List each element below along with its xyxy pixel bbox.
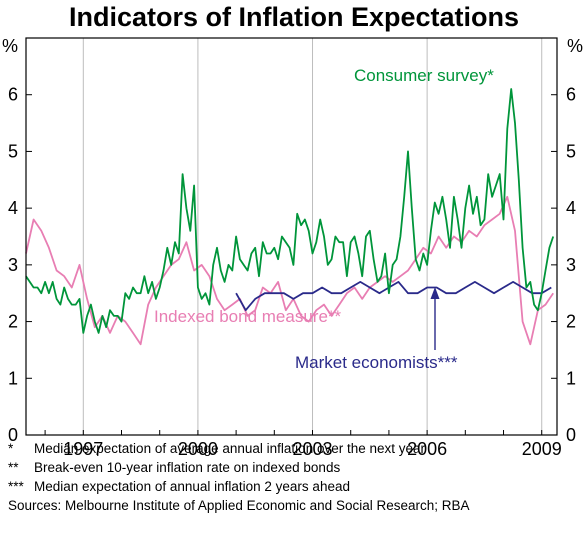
y-tick-label-right: 4 (566, 198, 576, 218)
y-tick-label-right: 1 (566, 368, 576, 388)
chart-title: Indicators of Inflation Expectations (68, 2, 520, 32)
x-tick-label: 2009 (522, 439, 562, 459)
footnote-1: * Median expectation of average annual in… (8, 441, 425, 456)
y-tick-label-left: 4 (8, 198, 18, 218)
y-tick-label-right: 0 (566, 425, 576, 445)
footnote-1-text: Median expectation of average annual inf… (34, 441, 426, 456)
y-tick-label-left: 5 (8, 141, 18, 161)
y-tick-label-right: 2 (566, 312, 576, 332)
y-tick-label-left: 3 (8, 255, 18, 275)
x-tick-label: 2000 (178, 439, 218, 459)
footnote-2: ** Break-even 10-year inflation rate on i… (8, 460, 340, 475)
footnote-3-mark: *** (8, 479, 24, 494)
annotation-market-economists: Market economists*** (295, 353, 458, 372)
y-axis-unit-left: % (2, 36, 18, 56)
market-economists-arrow (430, 287, 440, 350)
footnote-3: *** Median expectation of annual inflatio… (8, 479, 350, 494)
y-axis-unit-right: % (567, 36, 583, 56)
footnote-2-text: Break-even 10-year inflation rate on ind… (34, 460, 341, 475)
y-tick-label-left: 6 (8, 85, 18, 105)
series-lines (25, 88, 555, 346)
footnote-3-text: Median expectation of annual inflation 2… (34, 479, 350, 494)
annotation-indexed-bond: Indexed bond measure** (154, 307, 342, 326)
axis-ticks (26, 94, 557, 436)
series-market-economists (235, 280, 552, 312)
y-tick-label-left: 1 (8, 368, 18, 388)
x-tick-label: 2006 (407, 439, 447, 459)
x-tick-label: 1997 (63, 439, 103, 459)
series-indexed-bond (25, 195, 554, 346)
y-tick-label-left: 2 (8, 312, 18, 332)
annotation-consumer-survey: Consumer survey* (354, 66, 494, 85)
footnote-2-mark: ** (8, 460, 19, 475)
series-consumer-survey (25, 88, 555, 334)
y-tick-label-right: 5 (566, 141, 576, 161)
y-tick-label-left: 0 (8, 425, 18, 445)
plot-frame (25, 37, 558, 436)
sources-line: Sources: Melbourne Institute of Applied … (8, 498, 470, 513)
footnote-1-mark: * (8, 441, 14, 456)
y-tick-label-right: 3 (566, 255, 576, 275)
grid-lines (82, 38, 543, 435)
y-tick-label-right: 6 (566, 85, 576, 105)
x-tick-label: 2003 (292, 439, 332, 459)
